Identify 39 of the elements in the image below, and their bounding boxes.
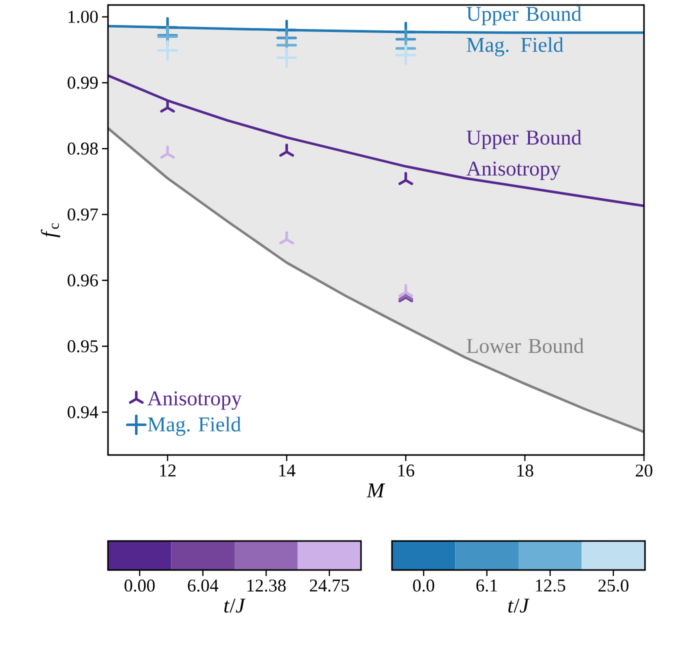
x-tick-label: 12: [160, 464, 176, 476]
category-label: 6.1: [476, 580, 498, 592]
category-label: 6.04: [188, 580, 218, 592]
point: [395, 44, 416, 66]
point: [276, 47, 297, 68]
y-tick-label: 0.96: [68, 274, 98, 286]
category-label: 12.38: [247, 580, 286, 592]
point: [279, 144, 294, 157]
x-tick-label: 20: [636, 464, 652, 477]
y-tick-label: 0.98: [68, 142, 98, 155]
category-label: 12.5: [536, 580, 566, 592]
y-tick-label: 0.99: [68, 76, 98, 89]
category-label: 0.00: [124, 580, 155, 592]
line-series: [108, 74, 644, 208]
legend-label: Mag. Field: [148, 416, 241, 436]
y-axis-title: f$_{c}$: [40, 223, 60, 238]
category-label: 25.0: [598, 580, 628, 592]
category-label: 0.0: [413, 580, 434, 592]
text: t/J: [224, 598, 246, 613]
series-label: Upper Bound Anisotropy: [466, 130, 582, 180]
legend-label: Anisotropy: [147, 391, 242, 410]
y-tick-label: 0.97: [68, 208, 98, 221]
x-axis-title: M: [366, 484, 386, 498]
series-label: Lower Bound: [466, 338, 584, 354]
point: [398, 172, 414, 186]
x-tick-label: 14: [279, 464, 296, 476]
point: [398, 284, 414, 298]
y-tick-label: 0.94: [68, 406, 98, 418]
x-tick-label: 18: [517, 464, 534, 477]
point: [160, 99, 175, 113]
y-tick-label: 1.00: [68, 10, 98, 23]
point: [157, 40, 178, 61]
x-tick-label: 16: [398, 464, 414, 477]
text: t/J: [508, 598, 530, 613]
point: [279, 231, 294, 244]
point: [160, 146, 175, 159]
series-label: Upper Bound Mag. Field: [466, 6, 582, 56]
category-label: 24.75: [310, 580, 349, 592]
y-tick-label: 0.95: [68, 340, 98, 352]
